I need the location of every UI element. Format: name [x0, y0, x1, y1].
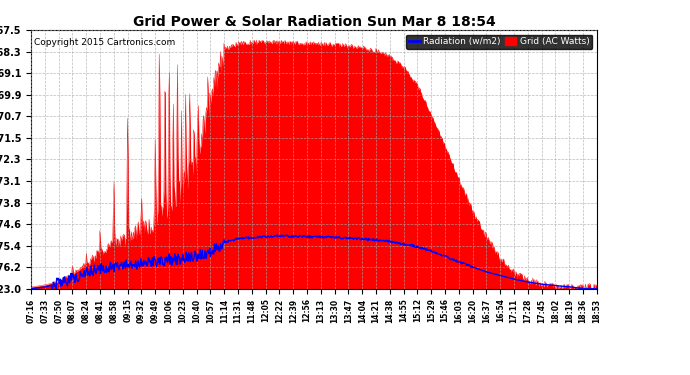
Text: Copyright 2015 Cartronics.com: Copyright 2015 Cartronics.com: [34, 38, 175, 47]
Title: Grid Power & Solar Radiation Sun Mar 8 18:54: Grid Power & Solar Radiation Sun Mar 8 1…: [132, 15, 495, 29]
Legend: Radiation (w/m2), Grid (AC Watts): Radiation (w/m2), Grid (AC Watts): [406, 34, 592, 49]
